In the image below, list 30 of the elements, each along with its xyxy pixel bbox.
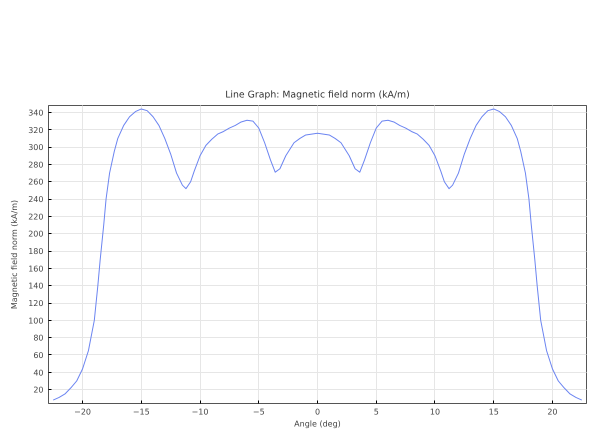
x-tick-label: 15: [488, 408, 499, 416]
y-tick-label: 200: [28, 230, 44, 239]
y-tick-label: 160: [28, 264, 44, 274]
x-tick-label: −5: [252, 408, 265, 416]
x-tick-label: −10: [192, 408, 208, 416]
x-tick-label: 0: [314, 408, 320, 416]
y-tick-label: 240: [28, 195, 44, 204]
y-tick-label: 120: [28, 299, 44, 308]
y-tick-label: 100: [28, 316, 44, 326]
y-tick-label: 260: [28, 178, 44, 187]
y-axis-title: Magnetic field norm (kA/m): [10, 200, 20, 310]
x-tick-label: 5: [374, 408, 379, 416]
y-tick-label: 40: [33, 368, 44, 378]
x-axis-title: Angle (deg): [294, 420, 341, 428]
y-tick-label: 220: [28, 212, 44, 222]
chart-title: Line Graph: Magnetic field norm (kA/m): [225, 90, 410, 100]
x-tick-label: −20: [74, 408, 92, 416]
y-tick-label: 80: [33, 334, 44, 343]
y-tick-label: 20: [33, 386, 44, 395]
x-tick-label: −15: [132, 408, 150, 416]
y-tick-label: 280: [28, 160, 44, 170]
y-tick-label: 300: [28, 143, 44, 152]
y-tick-label: 320: [28, 126, 44, 135]
x-tick-label: 20: [547, 408, 558, 416]
y-tick-label: 140: [28, 282, 44, 291]
line-series: [52, 108, 582, 401]
y-tick-label: 60: [33, 350, 44, 360]
y-tick-label: 340: [28, 108, 44, 118]
x-tick-label: 10: [430, 408, 440, 416]
y-tick-label: 180: [28, 247, 44, 256]
